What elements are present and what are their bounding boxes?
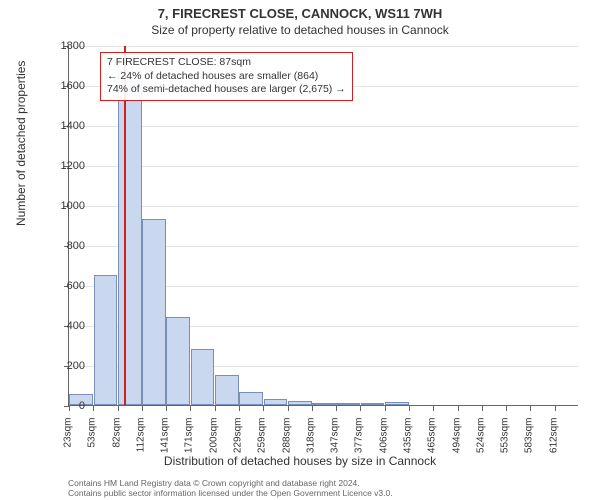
- ytick-label: 1200: [45, 160, 85, 172]
- xtick-mark: [482, 406, 483, 411]
- chart-container: 7, FIRECREST CLOSE, CANNOCK, WS11 7WH Si…: [0, 0, 600, 500]
- xtick-mark: [118, 406, 119, 411]
- xtick-label: 524sqm: [475, 418, 486, 463]
- annotation-box: 7 FIRECREST CLOSE: 87sqm← 24% of detache…: [100, 52, 353, 101]
- xtick-mark: [385, 406, 386, 411]
- histogram-bar: [239, 392, 263, 405]
- histogram-bar: [142, 219, 166, 405]
- xtick-label: 259sqm: [257, 418, 268, 463]
- annotation-line3: 74% of semi-detached houses are larger (…: [107, 83, 346, 97]
- gridline: [69, 166, 578, 167]
- chart-subtitle: Size of property relative to detached ho…: [0, 21, 600, 37]
- xtick-label: 553sqm: [500, 418, 511, 463]
- xtick-mark: [506, 406, 507, 411]
- xtick-label: 229sqm: [233, 418, 244, 463]
- xtick-mark: [458, 406, 459, 411]
- xtick-mark: [433, 406, 434, 411]
- xtick-label: 23sqm: [63, 418, 74, 463]
- gridline: [69, 126, 578, 127]
- histogram-bar: [312, 403, 336, 405]
- xtick-mark: [555, 406, 556, 411]
- xtick-mark: [215, 406, 216, 411]
- xtick-mark: [360, 406, 361, 411]
- xtick-label: 347sqm: [330, 418, 341, 463]
- xtick-label: 318sqm: [305, 418, 316, 463]
- ytick-label: 800: [45, 240, 85, 252]
- xtick-mark: [190, 406, 191, 411]
- xtick-mark: [142, 406, 143, 411]
- footer-line2: Contains public sector information licen…: [68, 488, 600, 498]
- xtick-label: 377sqm: [354, 418, 365, 463]
- xtick-label: 141sqm: [160, 418, 171, 463]
- xtick-label: 494sqm: [451, 418, 462, 463]
- ytick-label: 600: [45, 280, 85, 292]
- annotation-line2: ← 24% of detached houses are smaller (86…: [107, 70, 346, 84]
- xtick-label: 288sqm: [281, 418, 292, 463]
- histogram-bar: [264, 399, 288, 405]
- xtick-mark: [93, 406, 94, 411]
- xtick-label: 200sqm: [208, 418, 219, 463]
- histogram-bar: [385, 402, 409, 405]
- xtick-label: 465sqm: [427, 418, 438, 463]
- chart-title: 7, FIRECREST CLOSE, CANNOCK, WS11 7WH: [0, 0, 600, 21]
- ytick-label: 0: [45, 400, 85, 412]
- xtick-label: 406sqm: [378, 418, 389, 463]
- xtick-mark: [239, 406, 240, 411]
- xtick-label: 82sqm: [111, 418, 122, 463]
- xtick-mark: [166, 406, 167, 411]
- histogram-bar: [118, 71, 142, 405]
- xtick-mark: [530, 406, 531, 411]
- ytick-label: 1400: [45, 120, 85, 132]
- histogram-bar: [191, 349, 215, 405]
- ytick-label: 200: [45, 360, 85, 372]
- xtick-label: 53sqm: [87, 418, 98, 463]
- histogram-bar: [336, 403, 360, 405]
- xtick-mark: [288, 406, 289, 411]
- xtick-label: 583sqm: [524, 418, 535, 463]
- footer-attribution: Contains HM Land Registry data © Crown c…: [0, 478, 600, 498]
- histogram-bar: [288, 401, 312, 405]
- ytick-label: 1600: [45, 80, 85, 92]
- y-axis-label: Number of detached properties: [14, 61, 28, 226]
- histogram-bar: [166, 317, 190, 405]
- xtick-label: 112sqm: [135, 418, 146, 463]
- histogram-bar: [215, 375, 239, 405]
- annotation-line1: 7 FIRECREST CLOSE: 87sqm: [107, 56, 346, 70]
- xtick-label: 171sqm: [184, 418, 195, 463]
- xtick-label: 435sqm: [403, 418, 414, 463]
- ytick-label: 400: [45, 320, 85, 332]
- histogram-bar: [361, 403, 385, 405]
- xtick-mark: [263, 406, 264, 411]
- ytick-label: 1000: [45, 200, 85, 212]
- xtick-mark: [312, 406, 313, 411]
- histogram-bar: [94, 275, 118, 405]
- gridline: [69, 46, 578, 47]
- xtick-mark: [409, 406, 410, 411]
- xtick-label: 612sqm: [548, 418, 559, 463]
- xtick-mark: [336, 406, 337, 411]
- ytick-label: 1800: [45, 40, 85, 52]
- footer-line1: Contains HM Land Registry data © Crown c…: [68, 478, 600, 488]
- gridline: [69, 206, 578, 207]
